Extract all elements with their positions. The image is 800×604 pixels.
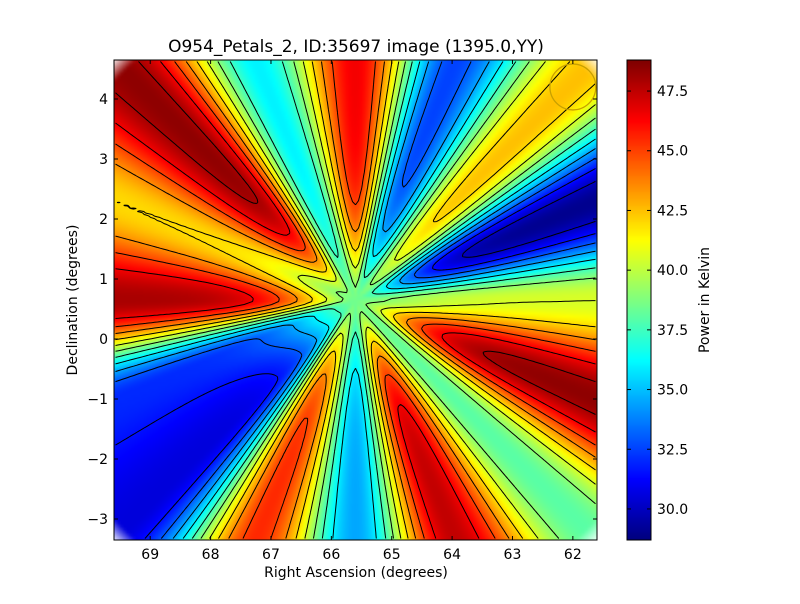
y-tick-label: −3 [87,512,108,528]
y-tick-label: −2 [87,452,108,468]
contour-lines [115,61,596,539]
x-tick-label: 68 [202,547,220,563]
y-tick-label: −1 [87,392,108,408]
y-axis-label: Declination (degrees) [65,225,81,376]
contour-line-10 [115,61,596,539]
x-tick-label: 69 [141,547,159,563]
contour-line-7 [115,61,596,539]
contour-line-4 [115,61,596,539]
plot-area [113,59,598,541]
colorbar-ticks: 30.0 32.5 35.0 37.5 40.0 42.5 45.0 47.5 [627,84,688,518]
colorbar-gradient [627,60,651,540]
contour-line-1 [115,168,596,539]
colorbar-frame [626,59,652,541]
x-tick-label: 62 [564,547,582,563]
contour-line-5 [115,61,596,539]
contour-line-3 [115,61,596,539]
heatmap-image [114,60,597,540]
y-axis: −3 −2 −1 0 1 2 3 4 [87,92,597,528]
y-tick-label: 3 [99,152,108,168]
colorbar-tick-label: 40.0 [657,263,688,279]
chart-title: O954_Petals_2, ID:35697 image (1395.0,YY… [168,37,544,57]
contour-line-0 [461,180,596,258]
colorbar-tick-label: 42.5 [657,203,688,219]
x-tick-label: 66 [322,547,340,563]
colorbar-tick-label: 47.5 [657,84,688,100]
x-axis-label: Right Ascension (degrees) [264,565,448,581]
y-tick-label: 1 [99,272,108,288]
x-tick-label: 65 [383,547,401,563]
contour-line-2 [115,61,596,539]
contour-line-8 [115,61,596,539]
beam-marker [549,63,597,111]
y-tick-label: 4 [99,92,108,108]
x-tick-label: 63 [504,547,522,563]
y-tick-label: 2 [99,212,108,228]
contour-line-12 [115,61,596,415]
x-tick-label: 64 [443,547,461,563]
colorbar-tick-label: 32.5 [657,442,688,458]
colorbar-tick-label: 37.5 [657,323,688,339]
colorbar: 30.0 32.5 35.0 37.5 40.0 42.5 45.0 47.5 Power i… [626,59,713,541]
plot-frame [113,59,598,541]
x-axis: 69 68 67 66 65 64 63 62 [141,60,582,563]
contour-line-6 [115,61,596,539]
colorbar-tick-label: 45.0 [657,144,688,160]
contour-line-11 [115,61,596,539]
y-tick-label: 0 [99,332,108,348]
colorbar-tick-label: 30.0 [657,502,688,518]
contour-line-9 [115,61,596,539]
colorbar-label: Power in Kelvin [697,247,713,353]
colorbar-tick-label: 35.0 [657,383,688,399]
x-tick-label: 67 [262,547,280,563]
